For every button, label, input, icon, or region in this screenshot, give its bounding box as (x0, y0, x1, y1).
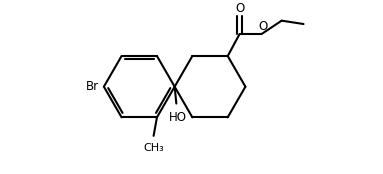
Text: O: O (235, 2, 244, 15)
Text: O: O (259, 20, 268, 33)
Text: Br: Br (86, 80, 99, 93)
Text: CH₃: CH₃ (143, 143, 164, 153)
Text: HO: HO (169, 111, 187, 124)
